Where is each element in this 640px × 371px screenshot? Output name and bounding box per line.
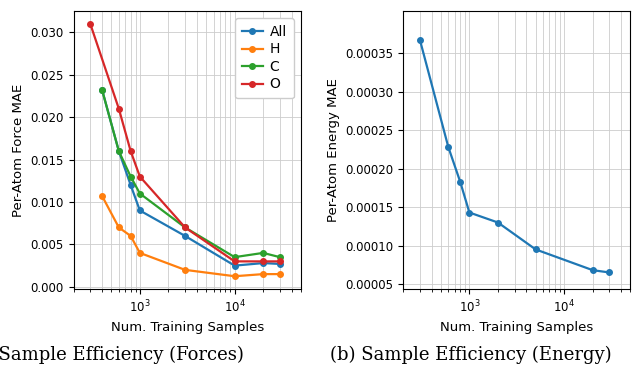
- O: [231, 259, 239, 264]
- H: [259, 272, 267, 276]
- H: [127, 234, 134, 238]
- C: [127, 174, 134, 179]
- H: [136, 251, 144, 255]
- O: [86, 22, 94, 26]
- O: [127, 149, 134, 153]
- All: [259, 261, 267, 265]
- Y-axis label: Per-Atom Energy MAE: Per-Atom Energy MAE: [327, 78, 340, 222]
- All: [99, 88, 106, 92]
- All: [276, 262, 284, 266]
- C: [259, 251, 267, 255]
- O: [136, 174, 144, 179]
- All: [115, 149, 123, 153]
- H: [99, 194, 106, 198]
- C: [99, 88, 106, 92]
- Legend: All, H, C, O: All, H, C, O: [235, 18, 294, 98]
- All: [136, 208, 144, 213]
- O: [276, 259, 284, 264]
- X-axis label: Num. Training Samples: Num. Training Samples: [440, 321, 593, 334]
- H: [181, 267, 189, 272]
- Line: All: All: [99, 87, 283, 268]
- X-axis label: Num. Training Samples: Num. Training Samples: [111, 321, 264, 334]
- C: [181, 225, 189, 230]
- H: [231, 274, 239, 279]
- C: [276, 255, 284, 259]
- H: [276, 272, 284, 276]
- Line: H: H: [99, 193, 283, 279]
- All: [181, 234, 189, 238]
- O: [115, 106, 123, 111]
- C: [231, 255, 239, 259]
- C: [136, 191, 144, 196]
- Line: O: O: [88, 21, 283, 264]
- Text: (b) Sample Efficiency (Energy): (b) Sample Efficiency (Energy): [330, 346, 611, 364]
- O: [181, 225, 189, 230]
- All: [231, 263, 239, 268]
- Y-axis label: Per-Atom Force MAE: Per-Atom Force MAE: [12, 83, 25, 217]
- H: [115, 225, 123, 230]
- C: [115, 149, 123, 153]
- Text: (a) Sample Efficiency (Forces): (a) Sample Efficiency (Forces): [0, 346, 244, 364]
- O: [259, 259, 267, 264]
- All: [127, 183, 134, 187]
- Line: C: C: [99, 87, 283, 260]
